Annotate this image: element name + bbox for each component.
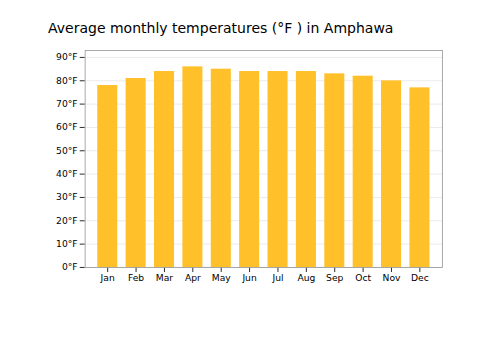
html-text:Average monthly temperatures (: Average monthly temperatures (°F ) in Am…	[48, 20, 394, 36]
svg-text:60°F: 60°F	[56, 121, 78, 132]
svg-text:20°F: 20°F	[56, 215, 78, 226]
svg-text:10°F: 10°F	[56, 238, 78, 249]
svg-text:Mar: Mar	[156, 272, 174, 283]
svg-text:Feb: Feb	[128, 272, 144, 283]
svg-text:Jun: Jun	[241, 272, 257, 283]
svg-text:Nov: Nov	[383, 272, 401, 283]
svg-text:90°F: 90°F	[56, 51, 78, 62]
svg-text:30°F: 30°F	[56, 191, 78, 202]
svg-text:May: May	[212, 272, 232, 283]
svg-text:50°F: 50°F	[56, 145, 78, 156]
svg-text:Jan: Jan	[100, 272, 115, 283]
svg-text:Dec: Dec	[411, 272, 429, 283]
svg-text:Oct: Oct	[355, 272, 371, 283]
svg-text:80°F: 80°F	[56, 75, 78, 86]
svg-text:Sep: Sep	[326, 272, 343, 283]
svg-text:0°F: 0°F	[62, 261, 78, 272]
svg-text:40°F: 40°F	[56, 168, 78, 179]
svg-text:Apr: Apr	[185, 272, 201, 283]
svg-text:Aug: Aug	[297, 272, 315, 283]
svg-text:Jul: Jul	[271, 272, 283, 283]
svg-text:70°F: 70°F	[56, 98, 78, 109]
